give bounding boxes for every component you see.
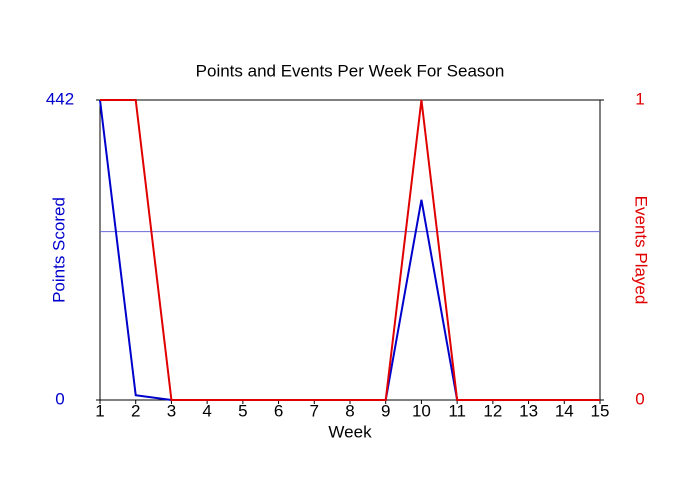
x-tick-label: 2: [131, 401, 140, 420]
chart-title: Points and Events Per Week For Season: [196, 61, 505, 80]
x-tick-label: 11: [448, 401, 466, 420]
y2-tick-label: 0: [635, 389, 644, 408]
x-tick-label: 15: [591, 401, 610, 420]
x-tick-label: 4: [202, 401, 211, 420]
x-tick-label: 10: [412, 401, 431, 420]
x-tick-label: 12: [483, 401, 502, 420]
x-tick-label: 8: [345, 401, 354, 420]
x-tick-label: 6: [274, 401, 283, 420]
x-tick-label: 1: [95, 401, 104, 420]
y-tick-label: 0: [55, 389, 64, 408]
y-axis-label: Points Scored: [49, 197, 68, 303]
x-tick-label: 7: [310, 401, 319, 420]
x-tick-label: 5: [238, 401, 247, 420]
series-line: [100, 99, 600, 401]
y2-axis-label: Events Played: [632, 196, 651, 305]
x-tick-label: 13: [519, 401, 538, 420]
x-tick-label: 3: [167, 401, 176, 420]
x-tick-label: 9: [381, 401, 390, 420]
y2-tick-label: 1: [635, 89, 644, 108]
x-axis-label: Week: [328, 422, 372, 441]
y-tick-label: 442: [46, 89, 74, 108]
x-tick-label: 14: [555, 401, 574, 420]
